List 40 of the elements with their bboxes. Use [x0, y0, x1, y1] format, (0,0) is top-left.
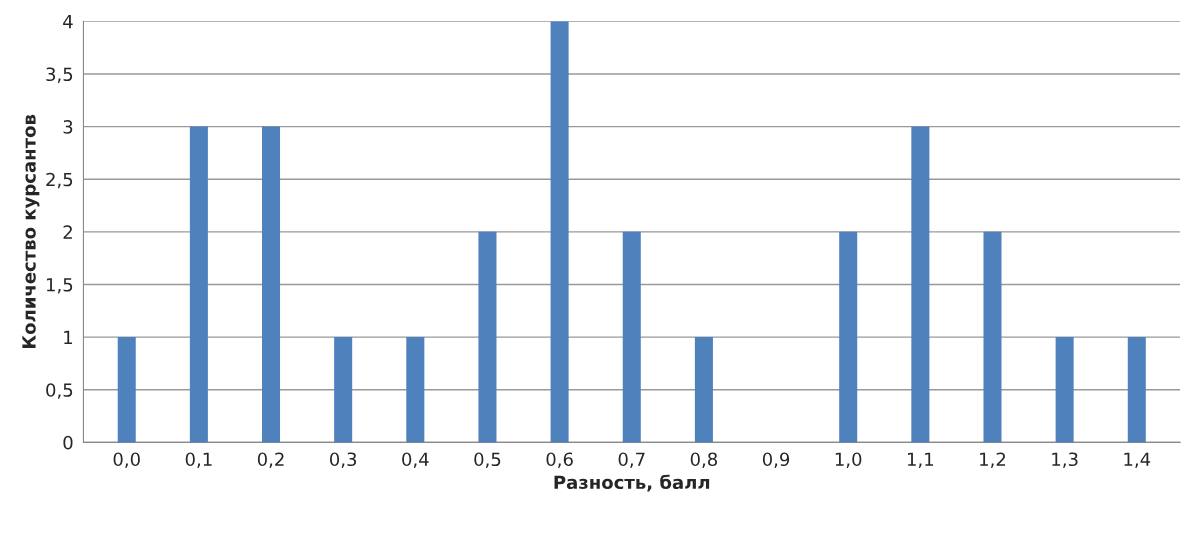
x-tick-label: 0,0 — [113, 452, 140, 468]
x-tick-label: 0,6 — [546, 452, 573, 468]
y-tick-label: 0 — [63, 435, 73, 450]
x-tick-label: 0,5 — [474, 452, 501, 468]
bar — [983, 231, 1002, 443]
bar — [550, 21, 569, 443]
bar — [189, 126, 208, 443]
y-tick-label: 1 — [64, 330, 73, 344]
x-tick-label: 0,8 — [690, 452, 718, 468]
y-tick-label: 1,5 — [46, 278, 73, 294]
bar — [911, 126, 930, 443]
x-tick-label: 0,2 — [257, 452, 284, 468]
y-tick-label: 0,5 — [46, 383, 73, 399]
x-tick-label: 0,7 — [618, 452, 645, 468]
x-tick-label: 1,4 — [1124, 452, 1151, 468]
x-tick-label: 0,1 — [185, 452, 212, 468]
x-tick-label: 1,3 — [1052, 452, 1078, 468]
bar — [117, 337, 136, 443]
y-tick-label: 3,5 — [46, 67, 73, 83]
bar — [839, 231, 858, 443]
x-tick-label: 1,0 — [835, 452, 862, 468]
bar — [334, 337, 353, 443]
x-tick-label: 0,4 — [402, 452, 429, 468]
y-tick-label: 3 — [63, 120, 73, 134]
bar — [694, 337, 713, 443]
x-tick-label: 1,1 — [907, 452, 934, 468]
bar — [478, 231, 497, 443]
bar — [622, 231, 641, 443]
x-axis-title: Разность, балл — [554, 474, 710, 492]
bar — [262, 126, 281, 443]
x-tick-label: 0,3 — [330, 452, 357, 468]
bar — [1055, 337, 1074, 443]
y-tick-label: 2,5 — [46, 172, 73, 189]
bar — [406, 337, 425, 443]
y-axis-title: Количество курсантов — [22, 114, 40, 348]
y-tick-label: 4 — [63, 15, 73, 29]
bar — [1127, 337, 1146, 443]
y-tick-label: 2 — [63, 225, 72, 239]
x-tick-label: 0,9 — [762, 452, 790, 468]
x-tick-label: 1,2 — [980, 452, 1006, 468]
